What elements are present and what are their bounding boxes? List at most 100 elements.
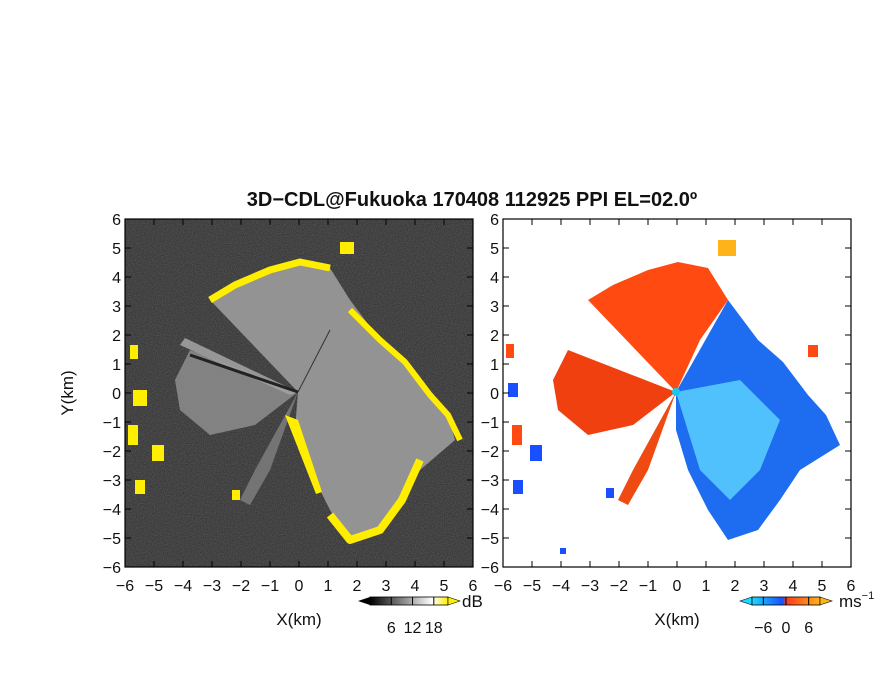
velocity-y-tick-label: 3: [490, 299, 499, 316]
snr-y-tick-label: −4: [103, 502, 121, 519]
snr-xlabel: X(km): [276, 610, 321, 629]
snr-colorbar: dB 6 12 18: [358, 592, 483, 637]
snr-y-tick-label: −6: [103, 560, 121, 577]
velocity-approaching-sector: [588, 262, 728, 392]
snr-x-tick-label: 6: [469, 578, 478, 595]
snr-x-tick-label: −6: [116, 578, 134, 595]
velocity-approaching-west: [553, 350, 676, 435]
velocity-x-tick-label: 3: [760, 578, 769, 595]
velocity-radar-origin: [672, 388, 680, 396]
snr-dark-ray: [297, 329, 331, 393]
snr-colorbar-bar: [369, 596, 449, 606]
velocity-x-tick-label: 6: [847, 578, 856, 595]
snr-y-tick-label: 0: [112, 386, 121, 403]
snr-echo-west-sector: [175, 350, 298, 435]
velocity-patch: [808, 345, 818, 357]
snr-yellow-rim-east: [347, 307, 463, 442]
velocity-y-tick-label: 1: [490, 357, 499, 374]
velocity-patch: [560, 548, 566, 554]
snr-colorbar-tick-label: 6: [387, 620, 396, 637]
snr-echo-main: [210, 262, 455, 540]
velocity-y-tick-label: 0: [490, 386, 499, 403]
velocity-x-tick-label: −4: [552, 578, 570, 595]
velocity-x-tick-label: −6: [494, 578, 512, 595]
snr-x-tick-label: 2: [353, 578, 362, 595]
snr-dark-ray: [189, 353, 299, 394]
snr-x-tick-label: 4: [411, 578, 420, 595]
snr-x-tick-label: −3: [203, 578, 221, 595]
velocity-y-tick-label: −5: [481, 531, 499, 548]
velocity-colorbar-tick-label: 6: [804, 620, 813, 637]
snr-y-tick-label: 2: [112, 328, 121, 345]
snr-echo-field: [128, 242, 463, 544]
velocity-approaching-spoke: [618, 392, 676, 505]
velocity-echo-field: [506, 240, 840, 554]
velocity-y-tick-label: −2: [481, 444, 499, 461]
snr-x-tick-label: 0: [295, 578, 304, 595]
velocity-x-tick-label: −5: [523, 578, 541, 595]
snr-y-tick-label: −3: [103, 473, 121, 490]
velocity-x-tick-label: 4: [789, 578, 798, 595]
velocity-receding-light: [676, 380, 780, 500]
snr-y-tick-label: 1: [112, 357, 121, 374]
velocity-x-tick-label: 5: [818, 578, 827, 595]
velocity-blue-patches: [508, 383, 614, 554]
snr-y-tick-label: −2: [103, 444, 121, 461]
velocity-axis-ticks: −6 −5 −4 −3 −2 −1 0 1 2 3 4 5 6 6 5 4 3 2 1 0 −1 −2 −3 −4 −5 −6: [481, 212, 856, 595]
velocity-x-tick-label: 0: [673, 578, 682, 595]
velocity-patch: [506, 344, 514, 358]
velocity-x-tick-label: 1: [702, 578, 711, 595]
snr-x-tick-label: 5: [440, 578, 449, 595]
velocity-y-tick-label: 4: [490, 270, 499, 287]
snr-colorbar-low-arrow: [358, 597, 370, 605]
snr-y-tick-label: −1: [103, 415, 121, 432]
snr-x-tick-label: −4: [174, 578, 192, 595]
snr-patch: [135, 480, 145, 494]
velocity-x-tick-label: −1: [639, 578, 657, 595]
velocity-y-tick-label: 2: [490, 328, 499, 345]
snr-ylabel: Y(km): [58, 370, 77, 415]
velocity-y-tick-label: −4: [481, 502, 499, 519]
velocity-colorbar-unit: ms−1: [839, 590, 874, 611]
snr-yellow-spoke: [285, 415, 322, 494]
velocity-patch: [513, 480, 523, 494]
snr-x-tick-label: 1: [324, 578, 333, 595]
snr-x-tick-label: 3: [382, 578, 391, 595]
velocity-colorbar-tick-label: 0: [782, 620, 791, 637]
snr-yellow-patches: [128, 242, 354, 500]
velocity-x-tick-label: −2: [610, 578, 628, 595]
velocity-colorbar-high-arrow: [819, 596, 833, 606]
snr-patch: [152, 445, 164, 461]
velocity-x-tick-label: 2: [731, 578, 740, 595]
snr-axis-ticks: −6 −5 −4 −3 −2 −1 0 1 2 3 4 5 6 6 5 4 3 2 1 0 −1 −2 −3 −4 −5 −6: [103, 212, 478, 595]
snr-x-tick-label: −5: [145, 578, 163, 595]
velocity-colorbar: ms−1 −6 0 6: [739, 590, 874, 637]
snr-colorbar-unit: dB: [462, 592, 483, 611]
snr-x-tick-label: −1: [261, 578, 279, 595]
snr-y-tick-label: 5: [112, 241, 121, 258]
snr-colorbar-tick-label: 12: [404, 620, 422, 637]
velocity-yellow-patch: [718, 240, 736, 256]
velocity-y-tick-label: −6: [481, 560, 499, 577]
snr-patch: [232, 490, 240, 500]
snr-colorbar-ticks: 6 12 18: [387, 597, 443, 637]
velocity-patch: [512, 425, 522, 445]
velocity-y-tick-label: 5: [490, 241, 499, 258]
velocity-patch: [606, 488, 614, 498]
velocity-patch: [530, 445, 542, 461]
velocity-y-tick-label: 6: [490, 212, 499, 229]
snr-x-tick-label: −2: [232, 578, 250, 595]
snr-patch: [130, 345, 138, 359]
snr-y-tick-label: −5: [103, 531, 121, 548]
velocity-patch: [508, 383, 518, 397]
velocity-red-patches: [506, 344, 818, 445]
velocity-colorbar-low-arrow: [739, 596, 753, 606]
velocity-colorbar-tick-label: −6: [754, 620, 772, 637]
velocity-xlabel: X(km): [654, 610, 699, 629]
snr-patch: [128, 425, 138, 445]
snr-y-tick-label: 3: [112, 299, 121, 316]
snr-colorbar-high-arrow: [447, 596, 461, 606]
velocity-panel: −6 −5 −4 −3 −2 −1 0 1 2 3 4 5 6 6 5 4 3 2 1 0 −1 −2 −3 −4 −5 −6 X…: [481, 212, 874, 637]
